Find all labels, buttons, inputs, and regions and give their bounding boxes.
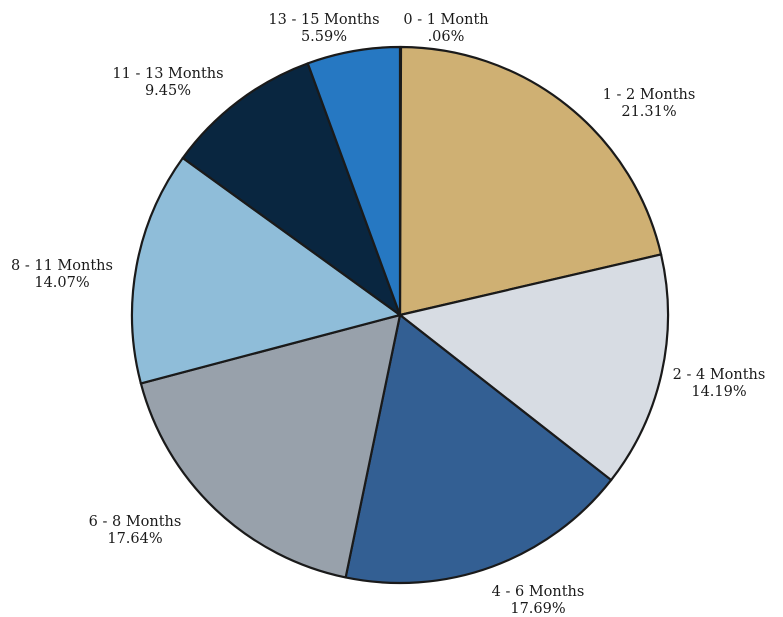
slice-percent-label: 14.19% — [691, 384, 746, 400]
slice-label-2: 1 - 2 Months 21.31% — [603, 87, 696, 120]
slice-category-label: 6 - 8 Months — [89, 514, 182, 530]
slice-percent-label: 5.59% — [301, 29, 347, 45]
pie-slice-4 — [344, 313, 613, 585]
slice-label-3: 2 - 4 Months 14.19% — [673, 367, 766, 400]
slice-category-label: 0 - 1 Month — [403, 12, 488, 28]
slice-category-label: 4 - 6 Months — [492, 584, 585, 600]
slice-percent-label: 9.45% — [145, 83, 191, 99]
slice-percent-label: 17.69% — [510, 601, 565, 617]
slice-percent-label: 14.07% — [34, 275, 89, 291]
pie-slice-6 — [130, 156, 402, 385]
pie-slice-8 — [306, 45, 402, 317]
slice-labels: 0 - 1 Month .06% 1 - 2 Months 21.31% 2 - 4 M… — [11, 12, 765, 617]
slice-label-4: 4 - 6 Months 17.69% — [492, 584, 585, 617]
slice-category-label: 11 - 13 Months — [112, 66, 223, 82]
slice-label-1: 0 - 1 Month .06% — [403, 12, 488, 45]
slice-category-label: 13 - 15 Months — [268, 12, 379, 28]
slice-percent-label: .06% — [428, 29, 465, 45]
slice-category-label: 2 - 4 Months — [673, 367, 766, 383]
pie-slice-3 — [398, 253, 670, 482]
slice-category-label: 1 - 2 Months — [603, 87, 696, 103]
pie-slice-2 — [398, 45, 663, 317]
slice-label-5: 6 - 8 Months 17.64% — [89, 514, 182, 547]
pie-slice-7 — [181, 62, 402, 317]
slice-label-6: 8 - 11 Months 14.07% — [11, 258, 113, 291]
slice-label-7: 11 - 13 Months 9.45% — [112, 66, 223, 99]
slice-percent-label: 17.64% — [107, 531, 162, 547]
pie-slices — [130, 45, 670, 585]
slice-label-8: 13 - 15 Months 5.59% — [268, 12, 379, 45]
slice-percent-label: 21.31% — [621, 104, 676, 120]
slice-category-label: 8 - 11 Months — [11, 258, 113, 274]
pie-slice-5 — [139, 313, 402, 579]
